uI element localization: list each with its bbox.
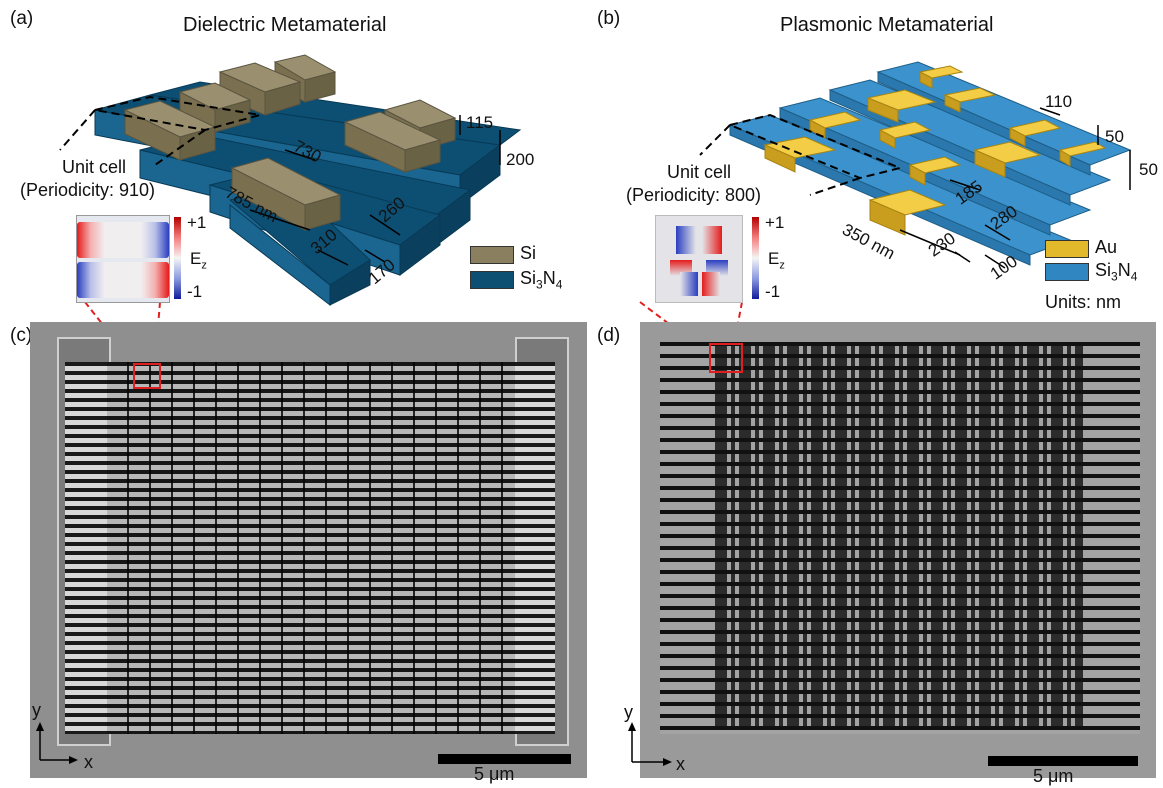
panel-b-title: Plasmonic Metamaterial <box>780 14 994 36</box>
unit-cell-outline-b <box>726 113 904 180</box>
scale-label-c: 5 μm <box>474 764 515 784</box>
zoom-box-d <box>709 343 743 373</box>
scale-bar-c <box>438 754 571 764</box>
legend-swatch-si3n4-b <box>1045 263 1089 281</box>
panel-d-label: (d) <box>597 325 621 346</box>
legend-label-si3n4-b: Si3N4 <box>1095 260 1138 284</box>
colorbar-min-b: -1 <box>765 282 781 301</box>
periodicity-label-b: (Periodicity: 800) <box>626 185 762 205</box>
unit-cell-label-b: Unit cell <box>667 162 732 182</box>
panel-c-label: (c) <box>10 325 33 346</box>
colorbar-min-a: -1 <box>187 282 203 301</box>
units-label: Units: nm <box>1045 292 1122 312</box>
legend-swatch-si <box>470 246 514 264</box>
periodicity-label-a: (Periodicity: 910) <box>20 180 156 200</box>
legend-label-si: Si <box>520 243 537 263</box>
dim-100: 100 <box>986 251 1021 284</box>
dim-230: 230 <box>924 228 959 261</box>
axis-x-c: x <box>84 752 93 772</box>
unit-cell-label-a: Unit cell <box>62 157 127 177</box>
zoom-box-c <box>133 363 161 389</box>
panel-a-label: (a) <box>10 8 34 29</box>
scale-bar-d <box>988 756 1138 766</box>
dim-730: 730 <box>290 136 325 167</box>
scale-label-d: 5 μm <box>1033 766 1074 786</box>
dim-185: 185 <box>951 176 986 209</box>
axis-y-c: y <box>32 700 41 720</box>
panel-a-title: Dielectric Metamaterial <box>183 14 387 36</box>
colorbar-a <box>174 217 181 299</box>
colorbar-max-b: +1 <box>765 213 785 232</box>
dim-50a: 50 <box>1105 127 1124 146</box>
axis-y-d: y <box>624 702 633 722</box>
dim-785: 785 nm <box>222 182 282 227</box>
colorbar-b <box>752 217 759 299</box>
dim-50b: 50 <box>1139 160 1158 179</box>
legend-swatch-si3n4-a <box>470 271 514 289</box>
colorbar-label-a: Ez <box>190 249 207 272</box>
legend-label-au: Au <box>1095 237 1118 257</box>
sem-image-d <box>640 322 1156 778</box>
colorbar-label-b: Ez <box>768 249 785 272</box>
dim-350: 350 nm <box>839 219 899 264</box>
field-map-inset-a <box>76 215 170 303</box>
colorbar-max-a: +1 <box>187 213 207 232</box>
legend-label-si3n4-a: Si3N4 <box>520 268 563 292</box>
dim-260: 260 <box>374 193 409 227</box>
unit-cell-outline-a <box>94 95 261 132</box>
dim-280: 280 <box>986 201 1021 234</box>
dim-310: 310 <box>306 225 341 259</box>
dim-200: 200 <box>506 150 535 169</box>
legend-swatch-au <box>1045 240 1089 258</box>
axis-x-d: x <box>676 754 685 774</box>
dim-110: 110 <box>1045 92 1073 111</box>
dim-115: 115 <box>466 113 494 132</box>
dim-170: 170 <box>364 255 399 289</box>
field-map-inset-b <box>655 215 743 303</box>
panel-b-label: (b) <box>597 8 621 29</box>
sem-image-c <box>30 322 587 778</box>
